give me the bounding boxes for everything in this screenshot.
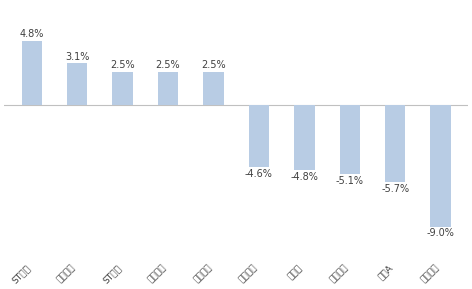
Bar <box>385 105 405 182</box>
Text: 2.5%: 2.5% <box>110 60 135 70</box>
Bar <box>339 105 360 174</box>
Bar <box>249 105 269 167</box>
Text: 2.5%: 2.5% <box>156 60 180 70</box>
Text: -4.6%: -4.6% <box>245 169 273 179</box>
Text: -4.8%: -4.8% <box>290 172 318 181</box>
Text: -5.1%: -5.1% <box>336 176 364 186</box>
Bar <box>22 40 42 105</box>
Bar <box>67 64 87 105</box>
Bar <box>430 105 451 227</box>
Bar <box>294 105 314 170</box>
Text: -5.7%: -5.7% <box>381 184 409 194</box>
Text: -9.0%: -9.0% <box>427 228 455 238</box>
Text: 3.1%: 3.1% <box>65 52 89 62</box>
Bar <box>158 72 178 105</box>
Text: 2.5%: 2.5% <box>201 60 226 70</box>
Text: 4.8%: 4.8% <box>19 29 44 39</box>
Bar <box>112 72 133 105</box>
Bar <box>203 72 224 105</box>
